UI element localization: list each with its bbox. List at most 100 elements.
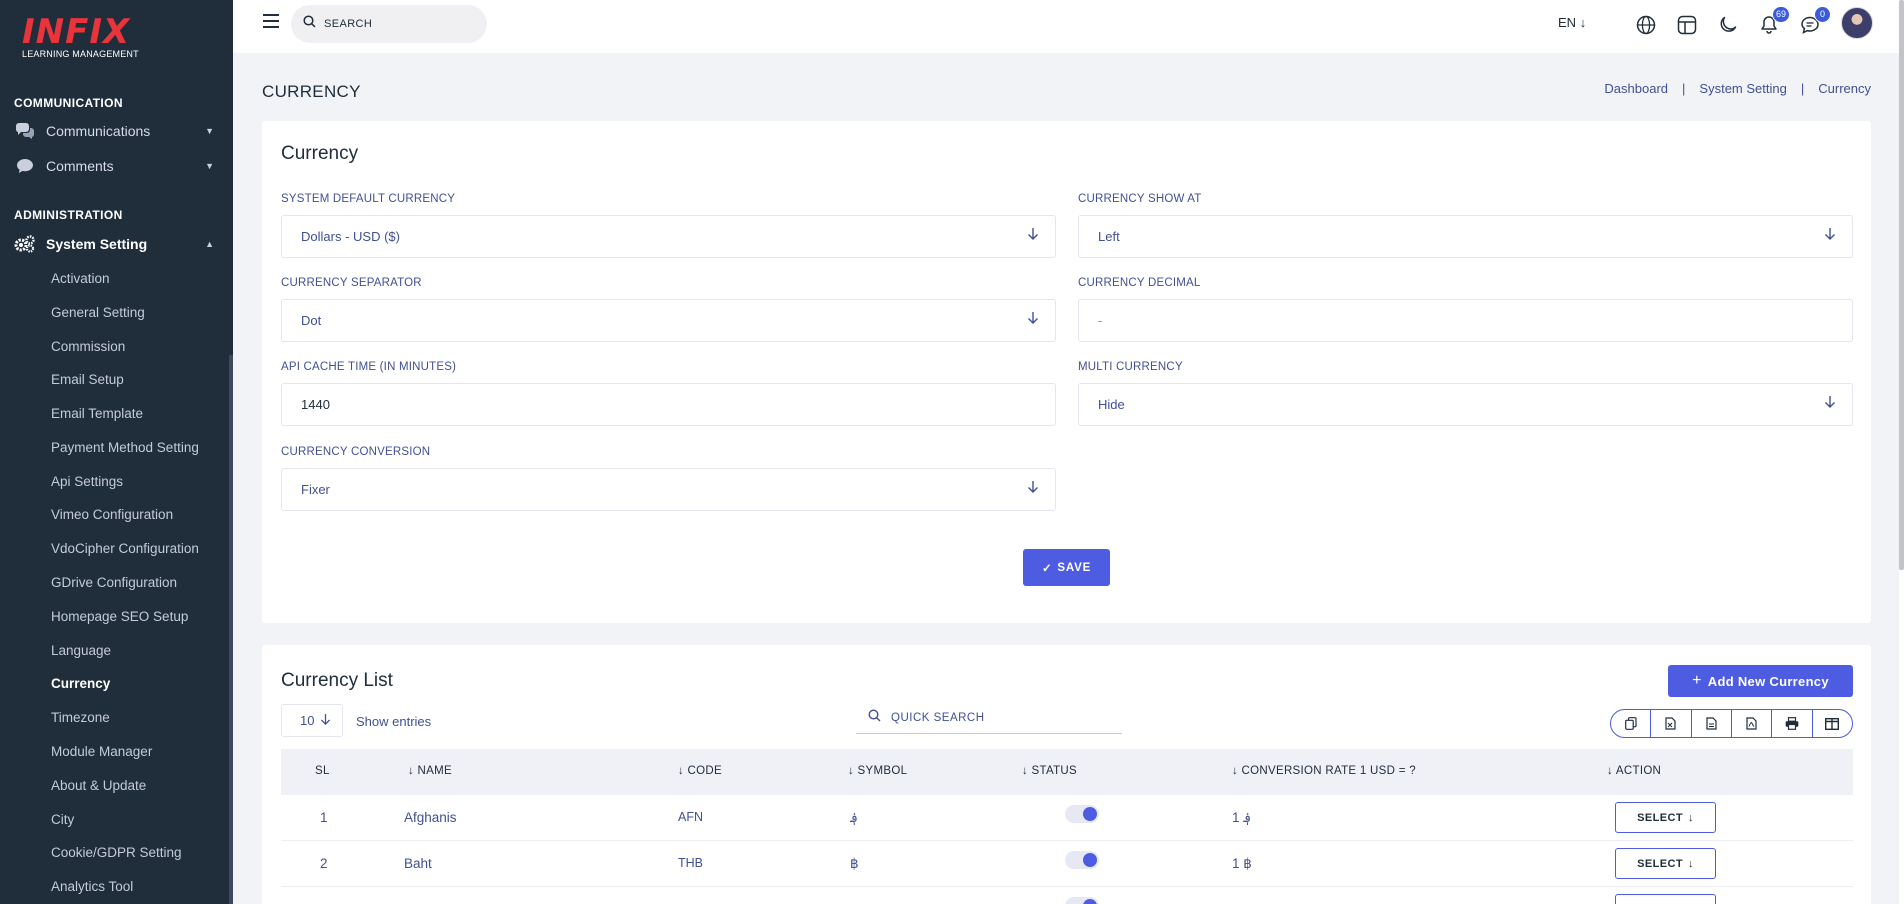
cell-sl: 2 [320,856,328,871]
quick-search[interactable] [856,702,1122,734]
breadcrumb-dashboard[interactable]: Dashboard [1604,81,1669,96]
pdf-file-icon[interactable] [1732,710,1773,737]
sort-arrow-icon: ↓ [1607,765,1616,777]
add-new-currency-button[interactable]: + Add New Currency [1668,665,1853,697]
export-buttons [1610,709,1853,738]
column-sl[interactable]: SL [315,765,330,777]
sidebar-item-general-setting[interactable]: General Setting [51,305,145,320]
sidebar-item-email-template[interactable]: Email Template [51,406,144,421]
status-toggle[interactable] [1065,851,1099,869]
sidebar-scrollbar[interactable] [229,355,233,904]
sidebar-item-language[interactable]: Language [51,643,112,658]
messages-badge: 0 [1814,6,1831,23]
status-toggle[interactable] [1065,805,1099,823]
avatar[interactable] [1841,7,1873,39]
sidebar-item-vimeo-configuration[interactable]: Vimeo Configuration [51,507,174,522]
currency-separator-value: Dot [301,313,322,328]
system-default-currency-value: Dollars - USD ($) [301,229,400,244]
sort-arrow-icon: ↓ [408,765,418,777]
logo-tagline: LEARNING MANAGEMENT [22,49,139,59]
select-action-button[interactable] [1615,894,1716,904]
sort-arrow-icon: ↓ [678,765,688,777]
sidebar-item-analytics-tool[interactable]: Analytics Tool [51,879,134,894]
print-icon[interactable] [1772,710,1813,737]
save-label: SAVE [1057,561,1092,574]
sidebar-item-timezone[interactable]: Timezone [51,710,110,725]
menu-toggle-icon[interactable] [263,14,279,32]
column-code[interactable]: ↓ CODE [678,765,722,777]
sidebar-item-gdrive-configuration[interactable]: GDrive Configuration [51,575,178,590]
sidebar-item-email-setup[interactable]: Email Setup [51,372,124,387]
sidebar-item-comments[interactable]: Comments ▼ [14,153,214,179]
currency-conversion-select[interactable]: Fixer [281,468,1056,511]
breadcrumb-currency[interactable]: Currency [1818,81,1871,96]
section-administration-title: ADMINISTRATION [14,208,123,222]
column-name-label: NAME [417,765,452,777]
columns-icon[interactable] [1813,710,1852,737]
sidebar-item-api-settings[interactable]: Api Settings [51,474,124,489]
quick-search-input[interactable] [891,711,1091,724]
column-symbol-label: SYMBOL [857,765,908,777]
sidebar-item-currency[interactable]: Currency [51,676,111,691]
column-name[interactable]: ↓ NAME [408,765,452,777]
sort-arrow-icon: ↓ [1022,765,1032,777]
system-default-currency-select[interactable]: Dollars - USD ($) [281,215,1056,258]
search-input[interactable] [324,18,474,30]
caret-down-icon: ▼ [205,161,214,171]
api-cache-time-input[interactable]: 1440 [281,383,1056,426]
cell-conversion-rate: 1 ؋ [1232,810,1252,825]
currency-decimal-input[interactable]: - [1078,299,1853,342]
toggle-knob [1083,853,1097,867]
column-action[interactable]: ↓ ACTION [1607,765,1661,777]
sidebar-item-vdocipher-configuration[interactable]: VdoCipher Configuration [51,541,199,556]
breadcrumb-system-setting[interactable]: System Setting [1699,81,1787,96]
sidebar-item-system-setting[interactable]: System Setting ▲ [14,231,214,257]
table-row [281,887,1853,904]
currency-separator-label: CURRENCY SEPARATOR [281,277,422,289]
sidebar-item-city[interactable]: City [51,812,75,827]
sidebar-item-cookie-gdpr-setting[interactable]: Cookie/GDPR Setting [51,845,182,860]
currency-list-card: Currency List + Add New Currency 10 Show… [262,645,1871,904]
status-toggle[interactable] [1065,897,1099,904]
header-search[interactable] [291,5,487,43]
multi-currency-select[interactable]: Hide [1078,383,1853,426]
currency-settings-card: Currency SYSTEM DEFAULT CURRENCY Dollars… [262,121,1871,623]
breadcrumb: Dashboard | System Setting | Currency [1604,81,1871,96]
moon-icon[interactable] [1715,12,1741,38]
sidebar-item-activation[interactable]: Activation [51,271,110,286]
column-status[interactable]: ↓ STATUS [1022,765,1077,777]
messages-icon[interactable]: 0 [1797,6,1831,38]
page-scrollbar[interactable] [1899,0,1904,904]
cell-name: Afghanis [404,810,457,825]
entries-per-page-select[interactable]: 10 [281,704,343,737]
sidebar-item-homepage-seo-setup[interactable]: Homepage SEO Setup [51,609,189,624]
currency-conversion-label: CURRENCY CONVERSION [281,446,431,458]
sidebar-item-commission[interactable]: Commission [51,339,126,354]
arrow-down-icon [1824,227,1836,244]
layout-icon[interactable] [1674,12,1700,38]
arrow-down-icon [320,713,331,729]
logo-text: INFIX [22,12,131,52]
save-button[interactable]: ✓ SAVE [1023,549,1110,586]
sidebar-item-payment-method-setting[interactable]: Payment Method Setting [51,440,199,455]
column-conversion-rate[interactable]: ↓ CONVERSION RATE 1 USD = ? [1232,765,1416,777]
notifications-bell-icon[interactable]: 69 [1756,6,1790,38]
copy-icon[interactable] [1611,710,1652,737]
language-selector[interactable]: EN ↓ [1558,15,1586,30]
select-action-button[interactable]: SELECT ↓ [1615,802,1716,833]
scrollbar-thumb[interactable] [1899,0,1904,570]
sidebar-item-about-update[interactable]: About & Update [51,778,147,793]
sidebar-item-module-manager[interactable]: Module Manager [51,744,153,759]
currency-show-at-select[interactable]: Left [1078,215,1853,258]
currency-separator-select[interactable]: Dot [281,299,1056,342]
cell-symbol: ฿ [850,856,859,871]
select-action-button[interactable]: SELECT ↓ [1615,848,1716,879]
sidebar-label-comments: Comments [46,158,114,174]
sidebar-item-communications[interactable]: Communications ▼ [14,118,214,144]
logo[interactable]: INFIX LEARNING MANAGEMENT [22,14,139,59]
globe-icon[interactable] [1633,12,1659,38]
csv-file-icon[interactable] [1692,710,1732,737]
table-row: 2 Baht THB ฿ 1 ฿ SELECT ↓ [281,841,1853,887]
column-symbol[interactable]: ↓ SYMBOL [848,765,907,777]
excel-file-icon[interactable] [1651,710,1692,737]
